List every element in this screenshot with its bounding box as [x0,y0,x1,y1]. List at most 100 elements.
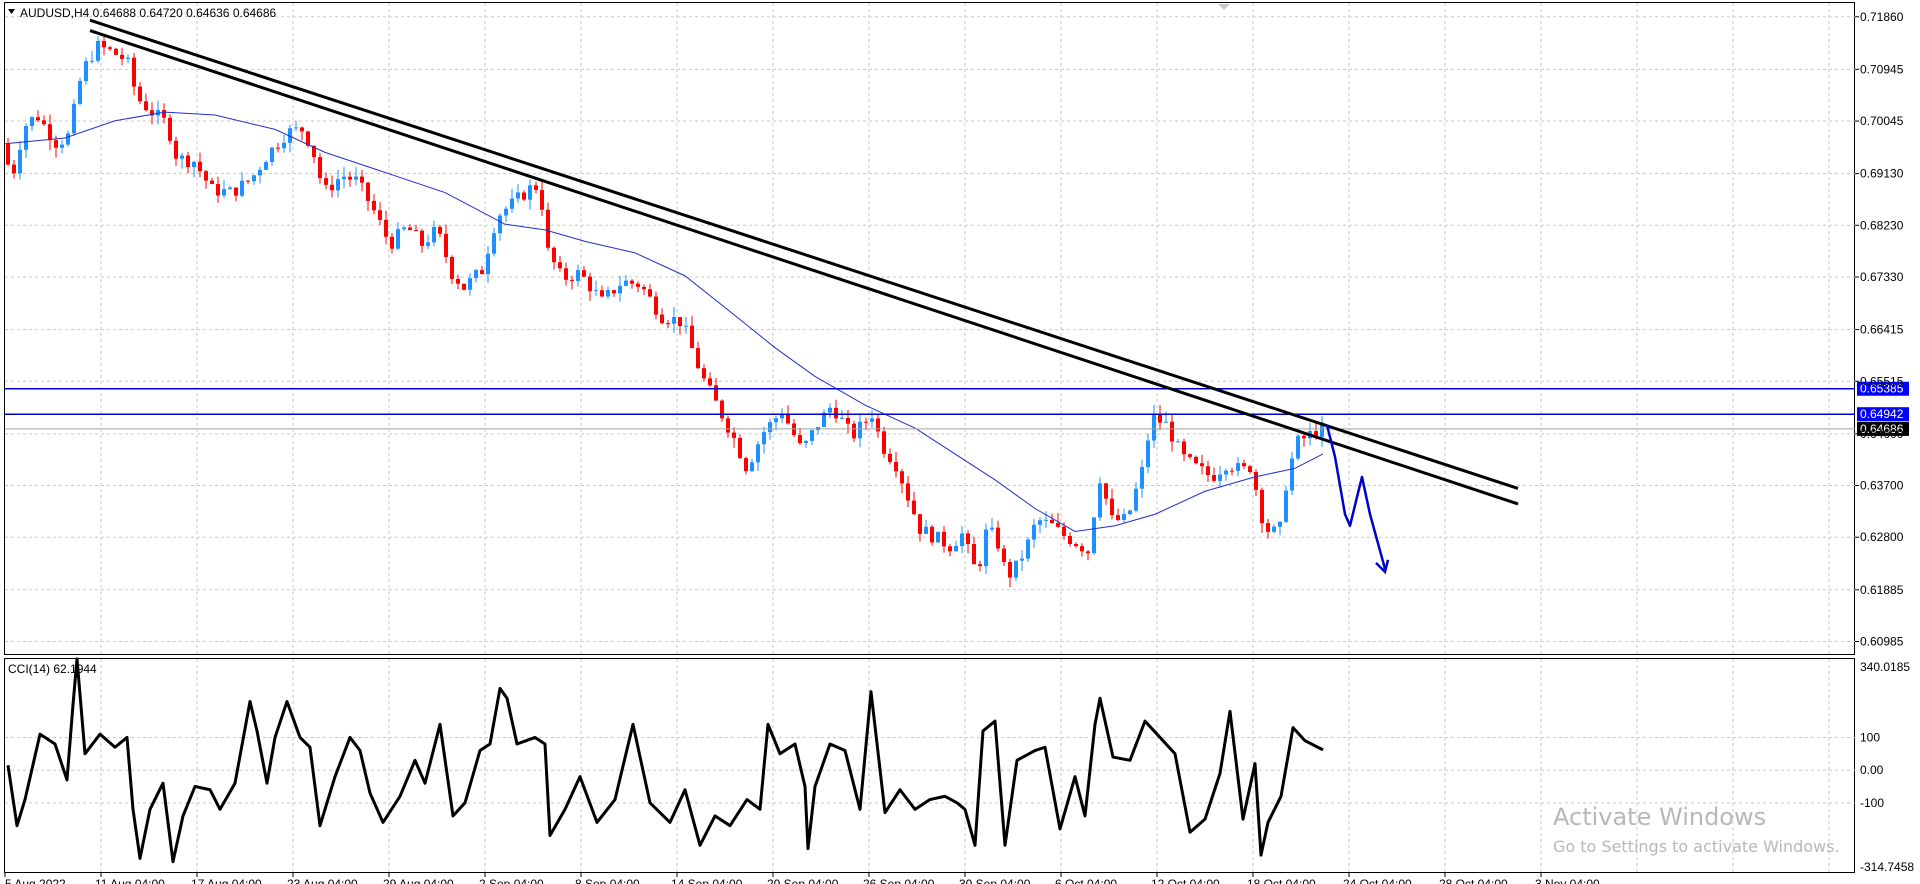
candle-body [564,268,568,280]
level-label: 0.64942 [1860,407,1904,421]
candle-body [648,289,652,297]
symbol-info-label: AUDUSD,H4 0.64688 0.64720 0.64636 0.6468… [20,6,277,20]
candle-body [1098,483,1102,518]
candle-body [420,230,424,246]
candle-body [108,47,112,49]
candle-body [54,140,58,148]
candle-body [414,230,418,232]
candle-body [324,178,328,185]
candle-body [738,437,742,459]
candle-body [1056,523,1060,527]
candle-body [642,286,646,290]
candle-body [1200,463,1204,467]
level-label-bg [1857,381,1909,396]
candle-body [846,418,850,424]
candle-body [684,325,688,327]
candle-body [18,149,22,174]
candle-body [312,145,316,158]
candle-body [372,200,376,211]
candle-body [762,432,766,445]
time-tick-label: 23 Aug 04:00 [287,877,358,884]
cci-tick-label: 100 [1860,730,1880,744]
candle-body [522,192,526,200]
candle-body [150,110,154,116]
candle-body [1260,489,1264,524]
candle-body [276,147,280,149]
candle-body [1278,521,1282,527]
candle-body [906,483,910,501]
candle-body [942,531,946,547]
time-tick-label: 28 Oct 04:00 [1439,877,1508,884]
chart-shift-icon[interactable] [1218,4,1230,10]
cci-panel[interactable] [4,658,1855,873]
candle-body [474,270,478,279]
candle-body [1206,466,1210,476]
candle-body [786,414,790,424]
candle-body [972,543,976,565]
candle-body [510,198,514,209]
price-tick-label: 0.70045 [1860,114,1904,128]
candle-body [996,527,1000,549]
price-panel[interactable] [4,2,1855,655]
candle-body [768,422,772,433]
forecast-path [1325,424,1387,570]
candle-body [390,236,394,249]
candle-body [1296,435,1300,459]
candle-body [882,431,886,454]
candle-body [264,161,268,170]
time-tick-label: 8 Sep 04:00 [575,877,640,884]
level-label-bg [1857,421,1909,436]
candle-body [1110,498,1114,516]
candle-body [774,418,778,423]
candle-body [96,40,100,61]
price-tick-label: 0.66415 [1860,323,1904,337]
candle-body [468,278,472,290]
candle-body [672,317,676,324]
candles-layer [6,36,1324,588]
candle-body [1284,490,1288,522]
candle-body [636,283,640,287]
price-tick-label: 0.61885 [1860,583,1904,597]
candle-body [834,407,838,419]
candle-body [1086,551,1090,554]
candle-body [990,527,994,530]
candle-body [42,120,46,125]
candle-body [1092,517,1096,554]
candle-body [1062,526,1066,536]
candle-body [954,545,958,552]
candle-body [666,323,670,325]
candle-body [798,435,802,444]
candle-body [210,180,214,185]
candle-body [222,189,226,196]
candle-body [186,155,190,168]
candle-body [618,285,622,294]
candle-body [504,208,508,216]
candle-body [1212,475,1216,481]
candle-body [594,290,598,292]
moving-average-line [4,111,1324,533]
candle-body [1026,539,1030,559]
candle-body [138,86,142,102]
candle-body [714,385,718,401]
time-tick-label: 5 Aug 2022 [5,877,66,884]
dropdown-triangle-icon[interactable] [8,9,15,14]
candle-body [336,179,340,191]
candle-body [156,110,160,116]
candle-body [66,133,70,145]
candle-body [180,155,184,159]
candle-body [1158,414,1162,423]
level-label-bg [1857,407,1909,422]
candle-body [624,280,628,286]
candle-body [1008,561,1012,578]
candle-body [1032,524,1036,540]
candle-body [162,110,166,118]
time-tick-label: 2 Sep 04:00 [479,877,544,884]
candle-body [612,290,616,294]
main-grid [5,3,1855,655]
candle-body [756,444,760,463]
time-tick-label: 11 Aug 04:00 [95,877,165,884]
cci-line-layer [6,657,1324,864]
candle-body [582,270,586,277]
